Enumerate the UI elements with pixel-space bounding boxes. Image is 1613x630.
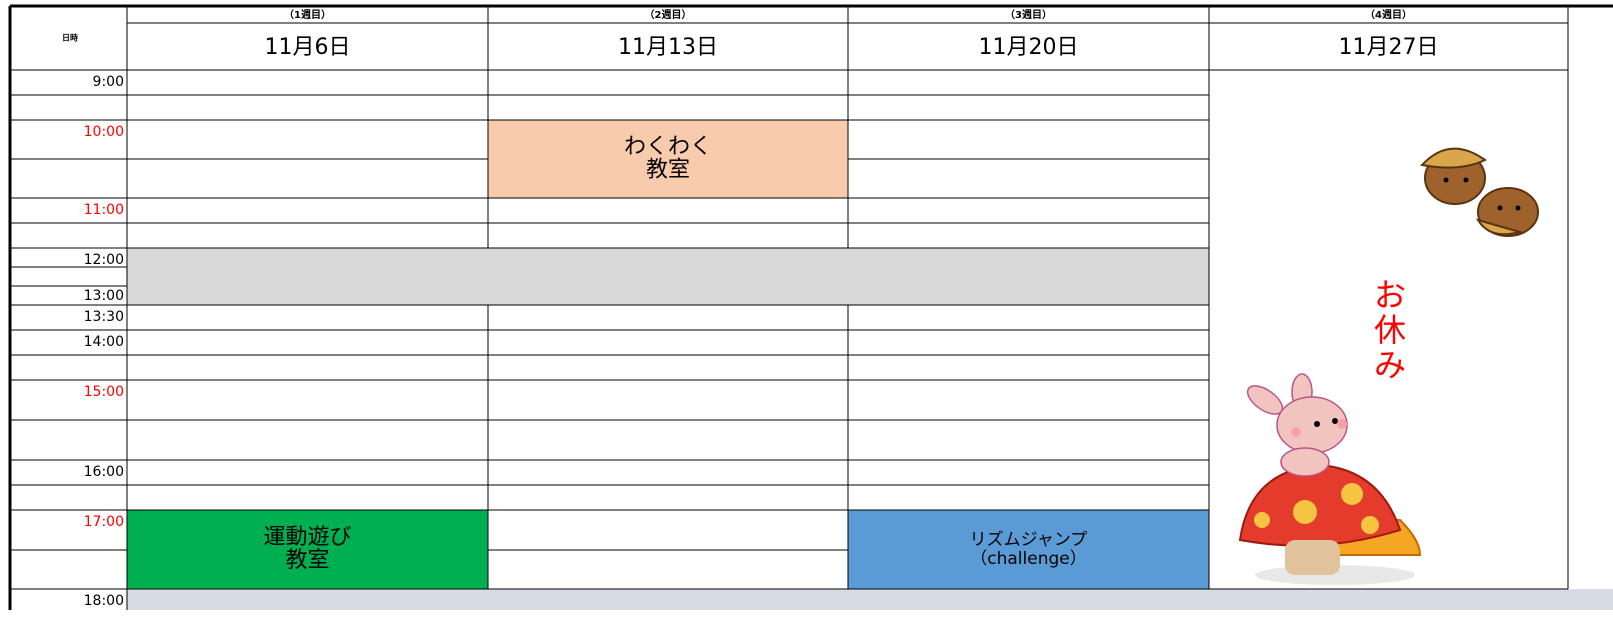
lunch-block <box>127 248 1209 305</box>
week-label: （2週目） <box>645 8 692 21</box>
date-label: 11月6日 <box>265 35 351 60</box>
holiday-text: 休 <box>1374 311 1406 349</box>
date-label: 11月27日 <box>1339 35 1439 60</box>
time-label: 14:00 <box>84 334 124 350</box>
time-label: 17:00 <box>84 514 124 530</box>
time-label: 10:00 <box>84 124 124 140</box>
time-label: 9:00 <box>93 74 124 90</box>
event-text: リズムジャンプ <box>970 530 1088 550</box>
rabbit-mushroom <box>1238 373 1422 585</box>
event-text: 教室 <box>285 548 329 573</box>
corner-label: 日時 <box>62 33 78 43</box>
bottom-strip <box>127 589 1613 610</box>
holiday-text: お <box>1374 276 1406 314</box>
time-label: 12:00 <box>84 252 124 268</box>
week-label: （1週目） <box>284 8 331 21</box>
time-label: 13:00 <box>84 288 124 304</box>
date-label: 11月20日 <box>979 35 1079 60</box>
holiday-text: み <box>1374 346 1406 384</box>
week-label: （4週目） <box>1365 8 1412 21</box>
time-label: 15:00 <box>84 384 124 400</box>
event-text: 教室 <box>646 158 690 183</box>
event-block <box>126 509 489 590</box>
event-block <box>487 119 849 199</box>
date-label: 11月13日 <box>618 35 718 60</box>
event-text: わくわく <box>624 135 712 160</box>
time-label: 18:00 <box>84 593 124 609</box>
event-block <box>847 509 1210 590</box>
event-text: 運動遊び <box>263 525 351 550</box>
week-label: （3週目） <box>1005 8 1052 21</box>
texts: わくわく教室運動遊び教室リズムジャンプ（challenge）日時（1週目）11月… <box>62 8 1439 609</box>
time-label: 16:00 <box>84 464 124 480</box>
time-label: 13:30 <box>84 309 124 325</box>
acorns <box>1420 147 1539 237</box>
event-text: （challenge） <box>970 549 1086 569</box>
time-label: 11:00 <box>84 202 124 218</box>
grid <box>8 4 1613 610</box>
